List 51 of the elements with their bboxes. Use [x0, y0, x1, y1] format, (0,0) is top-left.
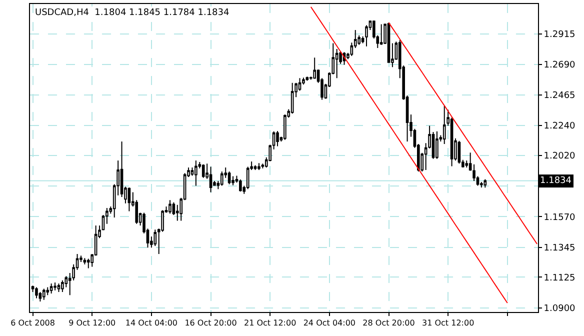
line-series	[388, 22, 538, 245]
y-tick-label: 1.0900	[544, 304, 576, 314]
y-tick-label: 1.2240	[544, 122, 576, 132]
candlestick	[57, 282, 60, 293]
candlestick	[254, 164, 257, 171]
candlestick	[83, 258, 86, 265]
candlestick	[128, 186, 131, 212]
x-tick-label: 9 Oct 12:00	[68, 318, 116, 328]
candlestick	[306, 76, 309, 82]
x-tick-label: 31 Oct 12:00	[422, 318, 474, 328]
candlestick	[54, 282, 56, 291]
candlestick	[209, 166, 212, 193]
candlestick	[442, 105, 446, 145]
candlestick	[258, 162, 260, 171]
candlestick	[38, 292, 42, 302]
candlestick	[86, 258, 90, 269]
x-tick-label: 14 Oct 04:00	[125, 318, 178, 328]
candlestick	[42, 288, 46, 300]
y-tick-label: 1.2020	[544, 152, 576, 162]
candlestick	[232, 176, 234, 186]
candlestick	[484, 178, 487, 188]
ref-line-label: 1.1834	[540, 176, 572, 186]
candlestick	[220, 171, 224, 186]
candlestick	[35, 286, 38, 299]
line-series	[310, 6, 508, 304]
candlestick	[61, 280, 64, 293]
y-tick-label: 1.1570	[544, 212, 576, 223]
candlestick	[46, 286, 50, 296]
candlestick	[228, 171, 231, 185]
y-tick-label: 1.2690	[544, 60, 576, 71]
candlestick	[50, 282, 53, 294]
y-tick-label: 1.1345	[544, 243, 576, 254]
x-tick-label: 28 Oct 20:00	[362, 318, 415, 328]
candlestick	[202, 164, 205, 178]
y-tick-label: 1.2465	[544, 91, 576, 102]
candlestick	[168, 200, 172, 214]
candlestick	[239, 179, 242, 192]
chart-title: USDCAD,H4 1.1804 1.1845 1.1784 1.1834	[35, 8, 230, 18]
x-tick-label: 24 Oct 04:00	[303, 318, 356, 328]
candlestick	[313, 57, 316, 80]
x-tick-label: 16 Oct 20:00	[184, 318, 237, 328]
y-tick-label: 1.1125	[544, 273, 576, 284]
candlestick	[365, 24, 368, 47]
x-tick-label: 21 Oct 12:00	[244, 318, 296, 328]
candlestick	[290, 82, 294, 114]
y-tick-label: 1.2915	[544, 30, 576, 40]
candlestick	[436, 130, 438, 160]
candlestick	[276, 130, 279, 147]
candlestick	[194, 160, 198, 186]
candlestick	[380, 24, 383, 46]
x-tick-label: 6 Oct 2008	[10, 318, 55, 328]
